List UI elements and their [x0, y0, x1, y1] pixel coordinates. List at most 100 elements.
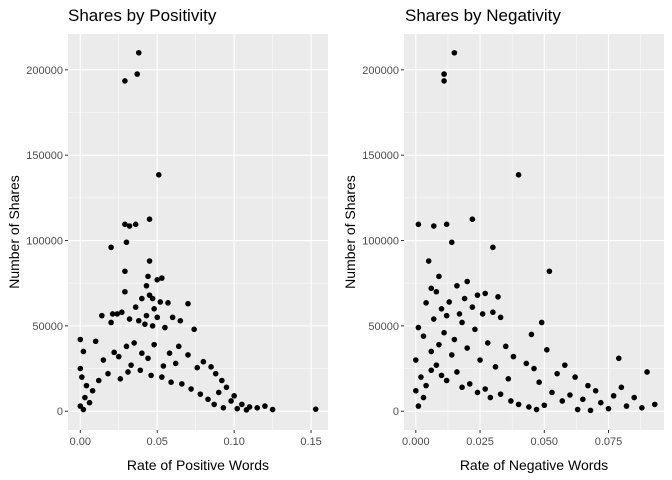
data-point: [502, 343, 509, 350]
data-point: [574, 406, 581, 413]
data-point: [536, 379, 542, 386]
data-point: [428, 367, 435, 374]
data-point: [413, 387, 419, 394]
data-point: [508, 398, 514, 404]
y-axis-title: Number of Shares: [6, 175, 22, 289]
scatter-panel-1: 0 50000 100000 150000 200000 0.00 0.05 0.10 0.15…: [6, 6, 328, 473]
data-point: [523, 360, 530, 367]
data-point: [80, 348, 87, 355]
data-point: [587, 407, 594, 414]
data-point: [143, 312, 150, 319]
data-point: [549, 389, 555, 396]
y-tick-label: 100000: [26, 236, 63, 248]
data-point: [490, 309, 496, 316]
data-point: [159, 275, 165, 281]
y-tick-label: 0: [57, 406, 63, 418]
data-point: [208, 364, 214, 370]
data-point: [610, 393, 617, 399]
data-point: [597, 399, 604, 406]
data-point: [454, 369, 460, 375]
data-point: [100, 357, 107, 363]
data-point: [89, 387, 96, 394]
data-point: [531, 365, 537, 372]
data-point: [177, 317, 184, 324]
data-point: [223, 384, 230, 391]
x-tick-label: 0.075: [595, 436, 623, 448]
y-tick-label: 150000: [26, 150, 63, 162]
data-point: [234, 405, 241, 412]
data-point: [77, 365, 84, 372]
x-tick-label: 0.025: [466, 436, 494, 448]
data-point: [469, 304, 476, 310]
data-point: [111, 349, 117, 356]
data-point: [448, 239, 455, 246]
data-point: [448, 352, 455, 358]
data-point: [166, 350, 173, 356]
data-point: [239, 401, 245, 408]
data-point: [477, 357, 483, 363]
data-point: [474, 292, 481, 298]
data-point: [211, 401, 217, 408]
data-point: [154, 314, 161, 321]
y-tick-label: 50000: [368, 321, 399, 333]
data-point: [413, 357, 419, 363]
data-point: [546, 268, 553, 275]
data-point: [146, 216, 153, 222]
panel-background: [404, 34, 664, 430]
data-point: [142, 321, 148, 327]
data-point: [474, 389, 481, 396]
data-point: [651, 401, 658, 408]
data-point: [482, 386, 488, 392]
data-point: [428, 348, 435, 355]
x-tick-label: 0.00: [70, 436, 91, 448]
data-point: [99, 312, 105, 319]
data-point: [179, 381, 185, 387]
data-point: [631, 394, 637, 401]
data-point: [425, 258, 432, 264]
y-tick-label: 100000: [362, 236, 399, 248]
data-point: [469, 216, 476, 222]
x-axis-title: Rate of Negative Words: [460, 457, 608, 473]
data-point: [137, 367, 144, 374]
data-point: [151, 306, 157, 312]
chart-title: Shares by Negativity: [405, 6, 561, 25]
data-point: [572, 374, 578, 380]
data-point: [154, 276, 161, 283]
data-point: [83, 382, 90, 389]
x-tick-label: 0.05: [147, 436, 168, 448]
data-point: [143, 282, 150, 289]
data-point: [80, 406, 87, 413]
data-point: [128, 362, 134, 368]
data-point: [149, 323, 156, 329]
data-point: [487, 394, 494, 401]
data-point: [126, 223, 133, 229]
data-point: [464, 345, 471, 351]
data-point: [420, 333, 427, 339]
data-point: [562, 362, 568, 368]
data-point: [126, 316, 133, 322]
y-tick-label: 200000: [362, 65, 399, 77]
data-point: [146, 258, 153, 264]
data-point: [165, 300, 171, 306]
y-tick-label: 200000: [26, 65, 63, 77]
data-point: [567, 392, 573, 398]
data-point: [482, 290, 488, 297]
chart-title: Shares by Positivity: [68, 6, 217, 25]
data-point: [243, 407, 250, 413]
y-tick-label: 50000: [32, 321, 63, 333]
data-point: [528, 331, 535, 338]
data-point: [188, 386, 194, 392]
data-point: [438, 372, 445, 379]
data-point: [639, 405, 645, 411]
data-point: [185, 300, 191, 307]
data-point: [205, 396, 211, 403]
data-point: [92, 338, 99, 345]
data-point: [454, 282, 460, 289]
data-point: [228, 398, 234, 404]
data-point: [441, 329, 447, 336]
data-point: [135, 317, 142, 324]
data-point: [269, 406, 276, 413]
data-point: [197, 391, 204, 397]
data-point: [505, 375, 512, 382]
data-point: [544, 346, 550, 353]
